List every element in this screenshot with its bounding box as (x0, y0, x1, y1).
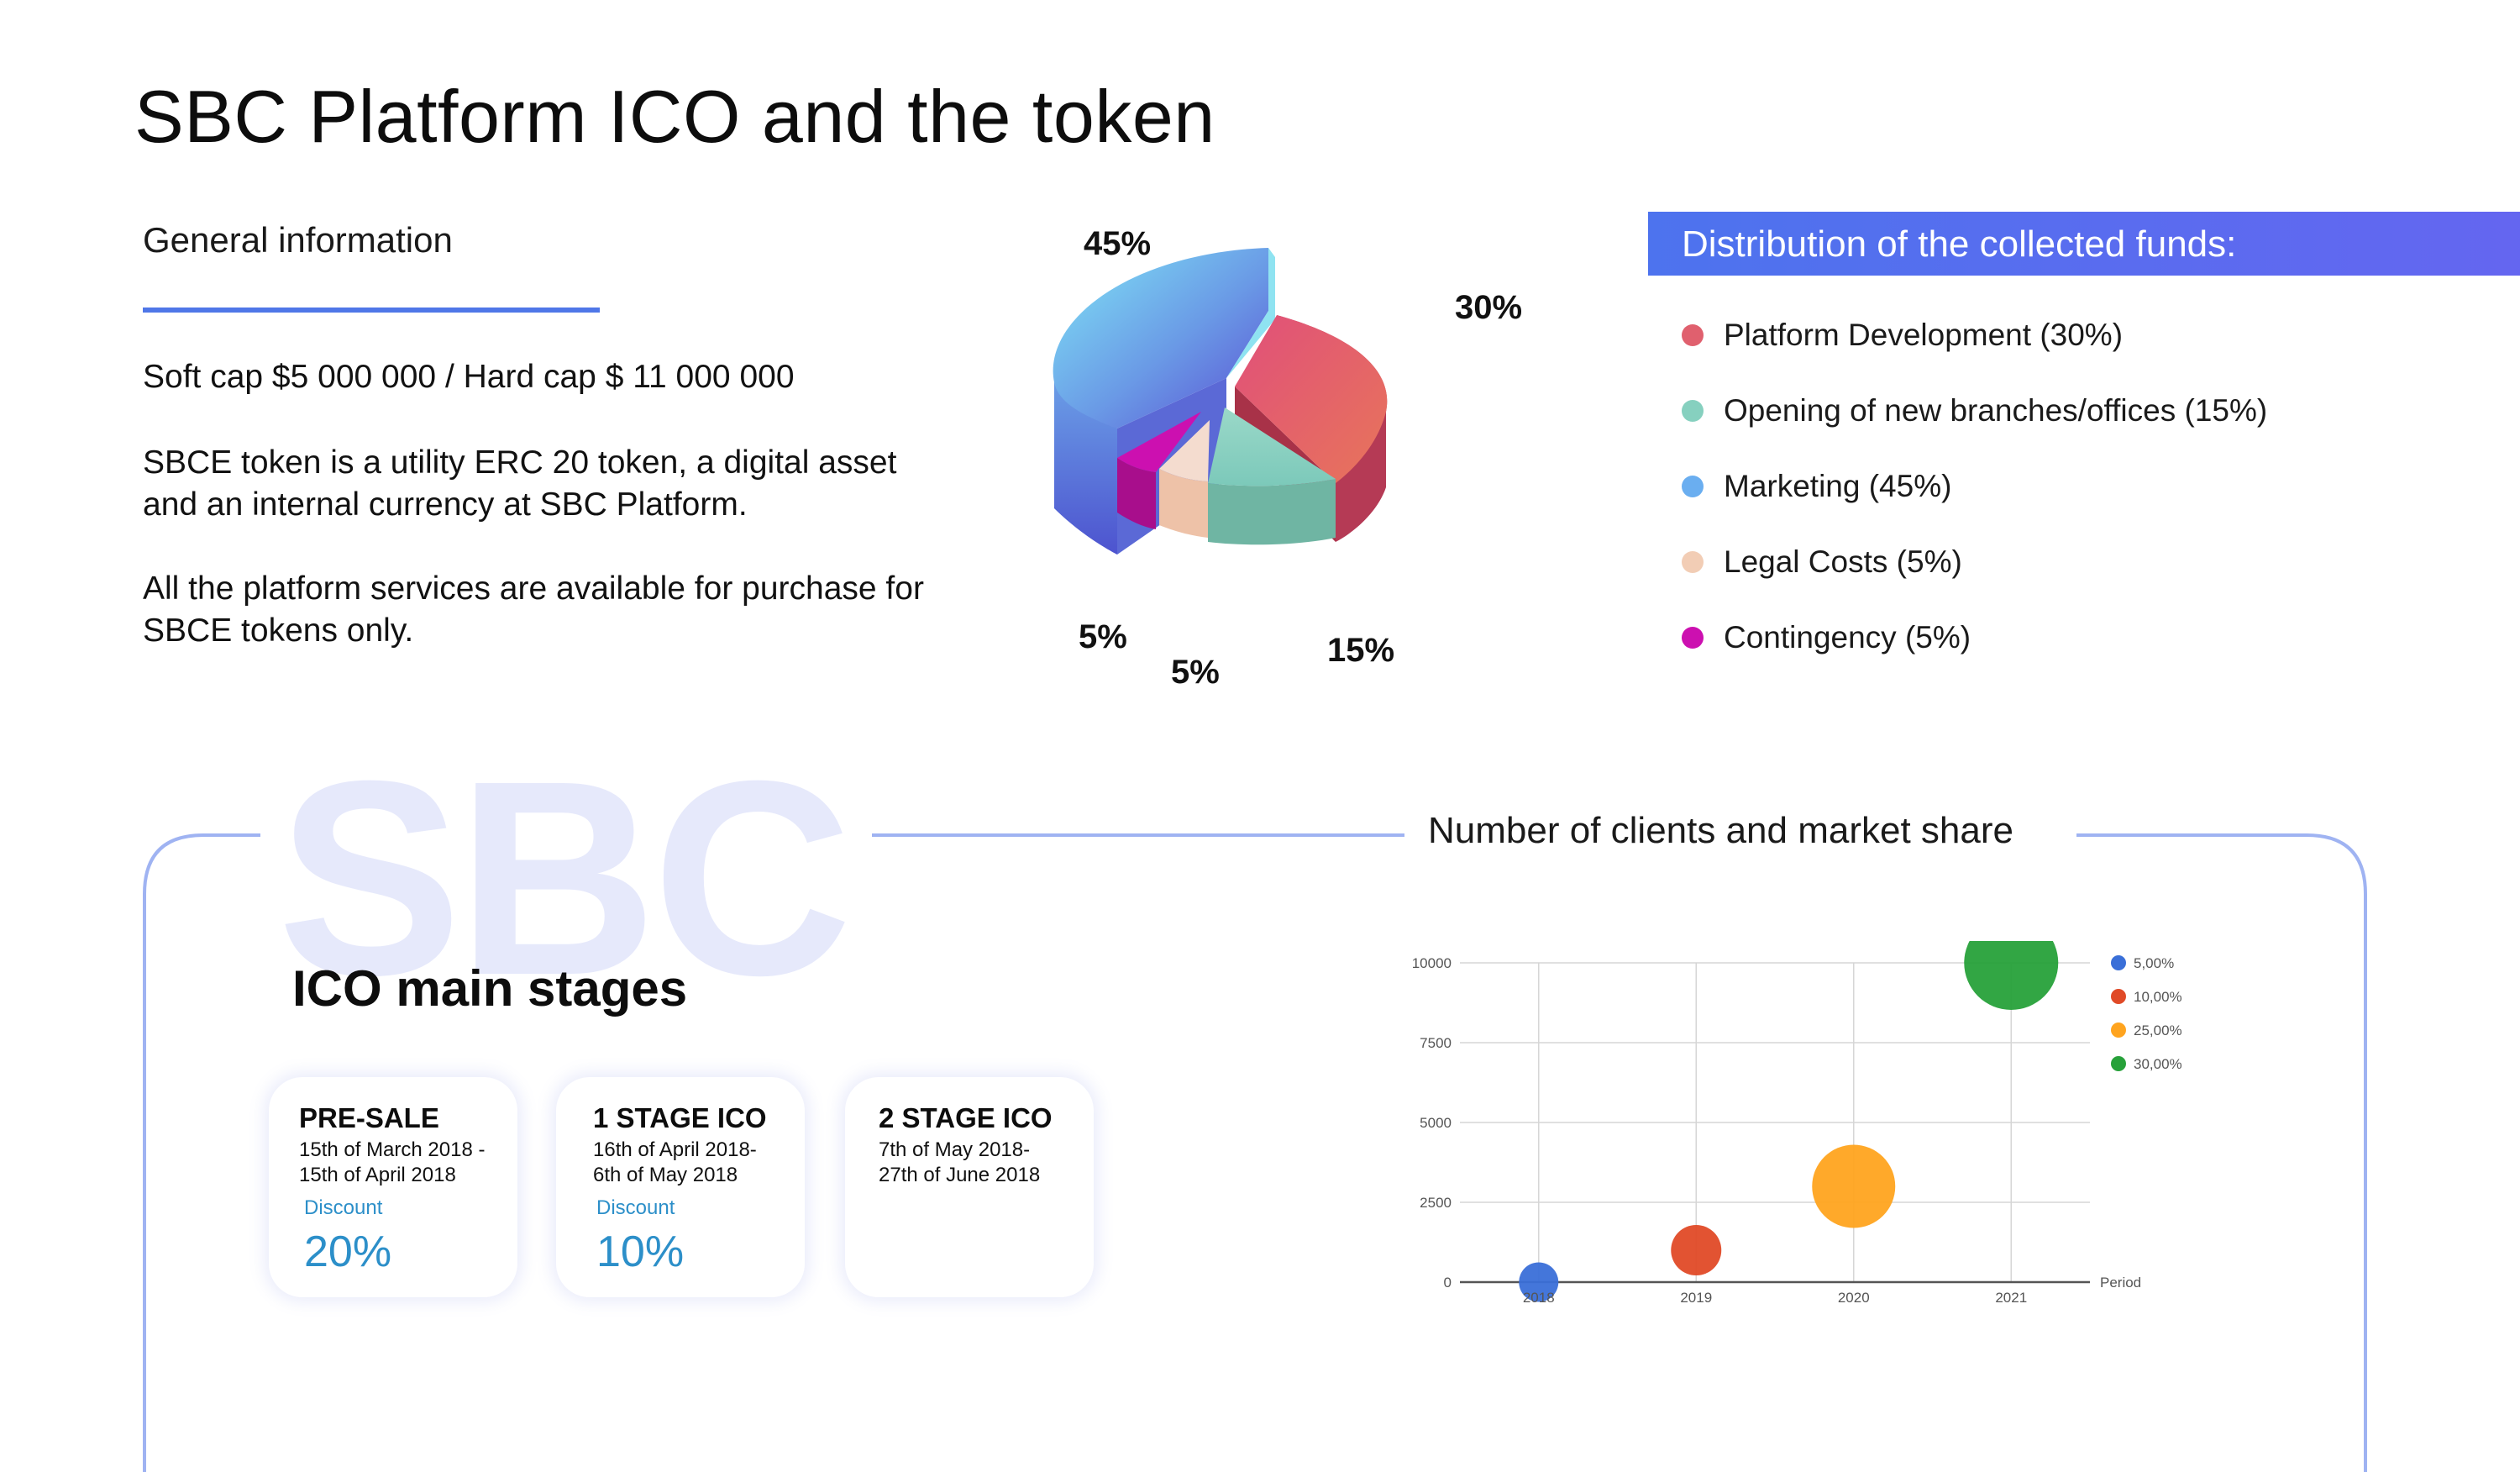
discount-value: 10% (596, 1228, 685, 1276)
discount-value: 20% (304, 1228, 392, 1276)
legend-dot-icon (1682, 627, 1704, 649)
legend-item-marketing: Marketing (45%) (1682, 469, 1951, 504)
stage-title: PRE-SALE (299, 1102, 439, 1133)
stage-title: 1 STAGE ICO (593, 1102, 767, 1133)
token-description-line: SBCE token is a utility ERC 20 token, a … (143, 444, 897, 481)
distribution-title: Distribution of the collected funds: (1682, 223, 2237, 265)
bubble-point (1812, 1144, 1896, 1228)
bubble-point (1964, 941, 2059, 1010)
x-tick-label: 2020 (1838, 1290, 1870, 1306)
legend-dot-icon (1682, 400, 1704, 422)
distribution-header: Distribution of the collected funds: (1648, 212, 2520, 276)
bubble-point (1671, 1225, 1722, 1275)
stage-card-stage-2: 2 STAGE ICO 7th of May 2018- 27th of Jun… (845, 1077, 1094, 1297)
market-bubble-chart: 0 2500 5000 7500 10000 2018 2019 2020 2021 Period… (1412, 941, 2182, 1306)
market-chart-title: Number of clients and market share (1428, 810, 2013, 851)
caps-text: Soft cap $5 000 000 / Hard cap $ 11 000 … (143, 359, 795, 395)
legend-marker (2111, 955, 2126, 970)
heading-underline (143, 308, 600, 313)
x-tick-label: 2019 (1680, 1290, 1712, 1306)
legend-item-new-branches: Opening of new branches/offices (15%) (1682, 393, 2267, 428)
pie-label-platform-development: 30% (1455, 289, 1523, 326)
funds-pie-chart (1053, 248, 1388, 555)
stages-heading: ICO main stages (292, 960, 688, 1017)
legend-item-platform-development: Platform Development (30%) (1682, 318, 2123, 353)
discount-label: Discount (596, 1196, 675, 1219)
discount-label: Discount (304, 1196, 383, 1219)
pie-label-contingency: 5% (1079, 618, 1127, 655)
y-tick-label: 10000 (1412, 955, 1452, 971)
pie-label-marketing: 45% (1084, 225, 1152, 262)
x-tick-label: 2018 (1523, 1290, 1555, 1306)
legend-marker (2111, 1023, 2126, 1038)
legend-entry: 25,00% (2134, 1023, 2182, 1038)
legend-marker (2111, 989, 2126, 1004)
pie-slice-new-branches (1208, 407, 1336, 545)
stage-card-stage-1: 1 STAGE ICO 16th of April 2018- 6th of M… (556, 1077, 805, 1297)
stage-title: 2 STAGE ICO (879, 1102, 1053, 1133)
pie-slice-legal-costs (1159, 420, 1210, 538)
legend-label: Marketing (45%) (1724, 469, 1952, 503)
section-frame (143, 833, 2367, 1472)
pie-label-legal-costs: 5% (1171, 654, 1220, 691)
legend-label: Legal Costs (5%) (1724, 544, 1962, 579)
x-tick-label: 2021 (1995, 1290, 2027, 1306)
y-tick-label: 2500 (1420, 1195, 1452, 1211)
legend-item-legal-costs: Legal Costs (5%) (1682, 544, 1962, 580)
legend-dot-icon (1682, 324, 1704, 346)
x-axis-label: Period (2100, 1275, 2141, 1291)
token-description-line: and an internal currency at SBC Platform… (143, 486, 748, 523)
legend-entry: 10,00% (2134, 989, 2182, 1005)
legend-label: Platform Development (30%) (1724, 318, 2124, 352)
legend-dot-icon (1682, 476, 1704, 497)
legend-label: Opening of new branches/offices (15%) (1724, 393, 2268, 428)
token-description: SBCE token is a utility ERC 20 token, a … (143, 442, 896, 526)
legend-label: Contingency (5%) (1724, 620, 1971, 655)
legend-marker (2111, 1056, 2126, 1071)
stage-dates: 15th of March 2018 - 15th of April 2018 (299, 1138, 486, 1186)
services-description-line: SBCE tokens only. (143, 612, 414, 649)
y-tick-label: 7500 (1420, 1035, 1452, 1051)
legend-dot-icon (1682, 551, 1704, 573)
y-tick-label: 5000 (1420, 1115, 1452, 1131)
pie-label-new-branches: 15% (1327, 632, 1395, 669)
y-tick-label: 0 (1444, 1275, 1452, 1291)
stage-dates: 16th of April 2018- 6th of May 2018 (593, 1138, 757, 1186)
page-title: SBC Platform ICO and the token (134, 75, 1215, 158)
services-description-line: All the platform services are available … (143, 570, 924, 607)
legend-item-contingency: Contingency (5%) (1682, 620, 1971, 655)
stage-card-presale: PRE-SALE 15th of March 2018 - 15th of Ap… (269, 1077, 517, 1297)
legend-entry: 5,00% (2134, 955, 2174, 971)
services-description: All the platform services are available … (143, 568, 924, 652)
bubble-point (1519, 1262, 1559, 1302)
legend-entry: 30,00% (2134, 1056, 2182, 1072)
pie-slice-contingency (1117, 412, 1201, 529)
stage-dates: 7th of May 2018- 27th of June 2018 (879, 1138, 1041, 1186)
sbc-watermark: SBC (277, 723, 853, 1033)
general-info-heading: General information (143, 220, 453, 260)
